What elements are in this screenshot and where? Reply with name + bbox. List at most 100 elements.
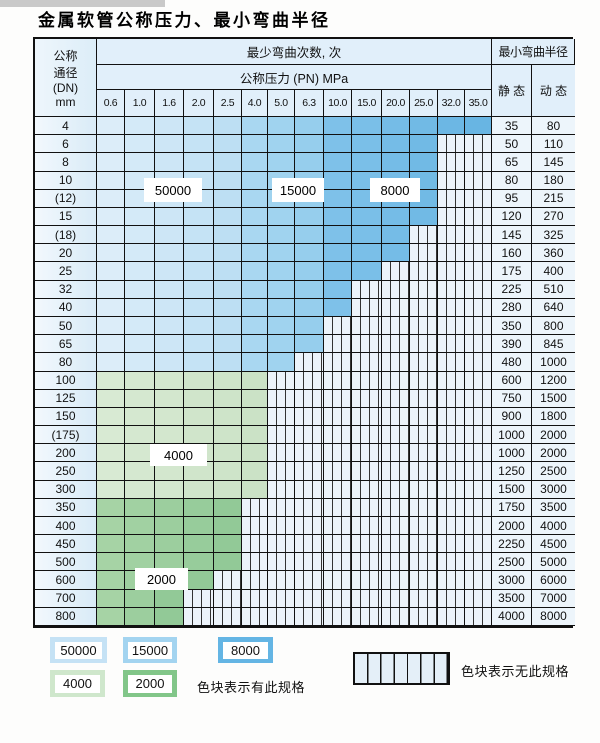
no-spec-cell [295, 516, 324, 536]
spec-cell [97, 571, 125, 590]
spec-cell [125, 335, 155, 354]
no-spec-cell [410, 589, 438, 608]
spec-cell [155, 371, 184, 390]
spec-cell [184, 262, 214, 281]
spec-cell [97, 462, 125, 481]
spec-cell [155, 535, 184, 554]
spec-cell [184, 117, 214, 136]
dn-cell: 50 [35, 316, 97, 336]
no-spec-cell [295, 535, 324, 554]
spec-cell [97, 280, 125, 299]
no-spec-cell [352, 516, 382, 536]
spec-cell [268, 153, 295, 172]
no-spec-cell [438, 516, 465, 536]
spec-cell [97, 498, 125, 517]
no-spec-cell [324, 426, 352, 445]
no-spec-cell [410, 371, 438, 390]
spec-cell [184, 353, 214, 372]
static-radius-cell: 50 [492, 135, 532, 154]
no-spec-cell [438, 607, 465, 626]
spec-cell [184, 462, 214, 481]
header-bend-cycles: 最少弯曲次数, 次 [97, 39, 492, 65]
legend-swatch-4000-label: 4000 [55, 674, 100, 693]
spec-cell [184, 535, 214, 554]
no-spec-cell [295, 498, 324, 517]
no-spec-cell [268, 553, 295, 572]
spec-cell [97, 189, 125, 208]
no-spec-cell [382, 553, 410, 572]
no-spec-cell [352, 589, 382, 608]
spec-cell [97, 407, 125, 427]
no-spec-cell [184, 589, 214, 608]
static-radius-cell: 3000 [492, 571, 532, 590]
dn-cell: 300 [35, 480, 97, 499]
no-spec-cell [438, 480, 465, 499]
no-spec-cell [268, 426, 295, 445]
spec-cell [214, 135, 242, 154]
dynamic-radius-cell: 4000 [532, 516, 575, 536]
dn-cell: 200 [35, 444, 97, 463]
no-spec-cell [242, 571, 268, 590]
dn-cell: 450 [35, 535, 97, 554]
no-spec-cell [438, 353, 465, 372]
dn-cell: 500 [35, 553, 97, 572]
static-radius-cell: 4000 [492, 607, 532, 626]
table-row-dn-65: 65 390 845 [35, 335, 575, 354]
spec-cell [155, 462, 184, 481]
spec-cell [97, 244, 125, 263]
no-spec-cell [352, 298, 382, 317]
no-spec-cell [438, 226, 465, 245]
spec-cell [125, 207, 155, 227]
static-radius-cell: 160 [492, 244, 532, 263]
no-spec-cell [352, 607, 382, 626]
no-spec-cell [410, 498, 438, 517]
spec-cell [184, 571, 214, 590]
spec-cell [352, 117, 382, 136]
table-row-dn-350: 350 1750 3500 [35, 498, 575, 517]
no-spec-cell [382, 371, 410, 390]
spec-cell [97, 516, 125, 536]
spec-cell [242, 153, 268, 172]
no-spec-cell [465, 389, 492, 408]
no-spec-cell [242, 589, 268, 608]
no-spec-cell [465, 444, 492, 463]
no-spec-cell [438, 189, 465, 208]
spec-cell [295, 335, 324, 354]
spec-cell [242, 189, 268, 208]
spec-cell [97, 171, 125, 190]
dynamic-radius-cell: 640 [532, 298, 575, 317]
spec-cell [410, 207, 438, 227]
dn-cell: (12) [35, 189, 97, 208]
spec-cell [382, 244, 410, 263]
spec-cell [97, 335, 125, 354]
dn-cell: 10 [35, 171, 97, 190]
header-dn-line3: (DN) [52, 81, 79, 95]
spec-cell [125, 607, 155, 626]
spec-cell [214, 371, 242, 390]
spec-cell [214, 153, 242, 172]
spec-cell [214, 535, 242, 554]
spec-cell [155, 480, 184, 499]
no-spec-cell [410, 353, 438, 372]
dynamic-radius-cell: 215 [532, 189, 575, 208]
table-row-dn-400: 400 2000 4000 [35, 516, 575, 536]
spec-cell [242, 280, 268, 299]
spec-cell [125, 280, 155, 299]
dn-cell: 80 [35, 353, 97, 372]
static-radius-cell: 2250 [492, 535, 532, 554]
no-spec-cell [410, 262, 438, 281]
header-pressure-ticks: 0.6 1.0 1.6 2.0 2.5 4.0 5.0 6.3 10.0 15.0 20.0 25.0… [97, 90, 492, 117]
spec-cell [125, 516, 155, 536]
spec-cell [155, 335, 184, 354]
spec-cell [214, 280, 242, 299]
pressure-tick: 6.3 [295, 90, 324, 117]
spec-cell [295, 207, 324, 227]
no-spec-cell [438, 371, 465, 390]
dn-cell: 125 [35, 389, 97, 408]
no-spec-cell [295, 553, 324, 572]
spec-cell [97, 607, 125, 626]
no-spec-cell [324, 316, 352, 336]
spec-cell [184, 244, 214, 263]
table-row-dn-125: 125 750 1500 [35, 389, 575, 408]
